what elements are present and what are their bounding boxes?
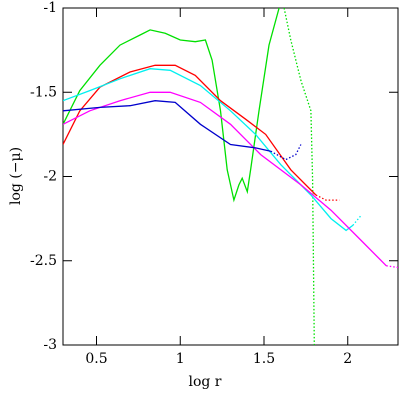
- plot-frame: [62, 7, 399, 346]
- series-line: [315, 194, 340, 201]
- x-tick-label: 1: [176, 351, 185, 367]
- series-line: [386, 265, 398, 269]
- series-line: [283, 8, 315, 345]
- y-tick-label: -1: [43, 0, 57, 16]
- series-line: [63, 100, 271, 152]
- y-tick-label: -3: [43, 337, 57, 353]
- series-line: [63, 8, 280, 203]
- plot-lines: [63, 8, 398, 345]
- x-axis-label: log r: [188, 374, 221, 390]
- x-tick-label: 2: [343, 351, 352, 367]
- y-axis-label: log (−μ): [8, 147, 24, 205]
- x-tick-label: 1.5: [253, 351, 275, 367]
- x-tick-label: 0.5: [85, 351, 107, 367]
- series-line: [63, 91, 387, 267]
- series-line: [63, 68, 354, 232]
- series-line: [63, 64, 317, 196]
- series-line: [352, 214, 362, 226]
- y-tick-label: -2: [43, 169, 57, 185]
- y-tick-label: -1.5: [30, 84, 57, 100]
- y-tick-label: -2.5: [30, 253, 57, 269]
